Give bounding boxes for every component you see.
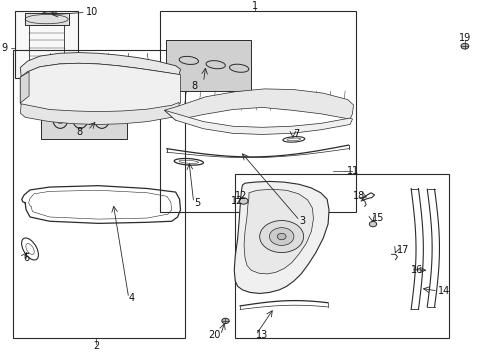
Text: 3: 3 xyxy=(300,216,306,225)
Ellipse shape xyxy=(239,198,248,204)
Polygon shape xyxy=(20,63,180,113)
Bar xyxy=(13,50,185,338)
Polygon shape xyxy=(165,110,352,134)
Polygon shape xyxy=(165,89,353,120)
Ellipse shape xyxy=(260,221,304,253)
Text: 5: 5 xyxy=(194,198,200,208)
Ellipse shape xyxy=(222,318,229,324)
Polygon shape xyxy=(20,102,179,125)
Text: 19: 19 xyxy=(459,33,471,43)
Ellipse shape xyxy=(277,233,286,240)
Ellipse shape xyxy=(127,81,138,90)
Ellipse shape xyxy=(41,12,56,19)
Polygon shape xyxy=(20,72,29,103)
Text: 20: 20 xyxy=(208,330,220,340)
Text: 13: 13 xyxy=(256,330,268,340)
Text: 6: 6 xyxy=(23,253,29,263)
Text: 4: 4 xyxy=(129,293,135,303)
Text: 1: 1 xyxy=(252,1,258,11)
Ellipse shape xyxy=(270,228,294,246)
Text: 14: 14 xyxy=(438,286,450,296)
Ellipse shape xyxy=(123,77,143,94)
Polygon shape xyxy=(234,181,329,293)
Text: 7: 7 xyxy=(293,129,299,139)
Ellipse shape xyxy=(96,76,116,93)
Ellipse shape xyxy=(74,79,84,88)
Text: 17: 17 xyxy=(396,245,409,255)
Bar xyxy=(34,70,59,78)
Text: 8: 8 xyxy=(76,127,82,137)
Ellipse shape xyxy=(69,75,89,92)
Polygon shape xyxy=(244,189,314,274)
Polygon shape xyxy=(20,53,180,77)
Ellipse shape xyxy=(461,43,469,49)
Ellipse shape xyxy=(42,75,62,92)
Text: 12: 12 xyxy=(231,196,244,206)
Text: 18: 18 xyxy=(352,191,365,201)
Ellipse shape xyxy=(100,80,111,89)
Bar xyxy=(25,13,69,25)
Bar xyxy=(166,40,251,91)
Text: 16: 16 xyxy=(411,265,423,275)
Ellipse shape xyxy=(369,221,377,227)
Text: 11: 11 xyxy=(347,166,360,176)
Bar xyxy=(29,18,64,72)
Bar xyxy=(235,174,449,338)
Ellipse shape xyxy=(47,79,57,88)
Text: 15: 15 xyxy=(372,213,385,223)
Text: 10: 10 xyxy=(86,7,98,17)
Bar xyxy=(160,11,356,212)
Text: 2: 2 xyxy=(93,341,99,351)
Text: 12: 12 xyxy=(235,191,247,201)
Text: 8: 8 xyxy=(191,81,197,91)
Text: 9: 9 xyxy=(1,43,8,53)
Bar xyxy=(15,11,78,78)
Bar xyxy=(41,100,127,139)
